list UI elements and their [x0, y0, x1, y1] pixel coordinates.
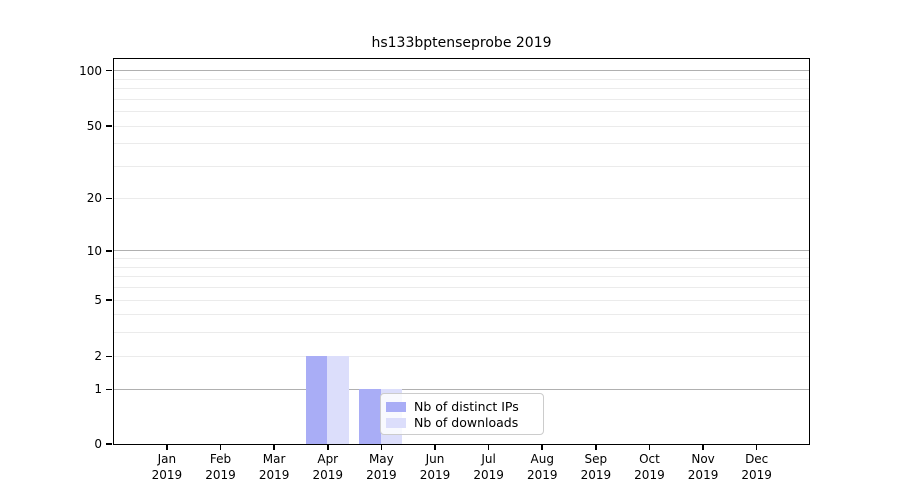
gridline-minor: [114, 258, 809, 260]
y-axis-tick: [106, 69, 112, 72]
gridline-minor: [114, 111, 809, 113]
gridline-minor: [114, 78, 809, 80]
x-axis-tick-label: Apr 2019: [312, 452, 344, 482]
y-axis-tick-label: 5: [94, 293, 102, 308]
plot-area: [113, 58, 810, 445]
legend-row-downloads: Nb of downloads: [386, 415, 535, 430]
gridline-minor: [114, 88, 809, 90]
gridline-minor: [114, 276, 809, 278]
y-axis-tick-label: 10: [86, 243, 102, 258]
gridline-major: [114, 70, 809, 72]
legend: Nb of distinct IPs Nb of downloads: [380, 393, 544, 435]
y-axis-tick: [106, 388, 112, 391]
x-axis-tick-label: Feb 2019: [205, 452, 236, 482]
x-axis-tick-label: Dec 2019: [741, 452, 772, 482]
gridline-minor: [114, 98, 809, 100]
x-axis-tick: [648, 444, 651, 450]
gridline-minor: [114, 355, 809, 357]
legend-swatch-distinct-ips-icon: [386, 401, 406, 412]
bar-nb-of-downloads: [327, 356, 349, 444]
gridline-minor: [114, 166, 809, 168]
x-axis-tick-label: Aug 2019: [526, 452, 558, 482]
x-axis-tick-label: Jun 2019: [419, 452, 451, 482]
x-axis-tick: [702, 444, 704, 450]
y-axis-tick: [106, 355, 112, 358]
y-axis-tick-label: 2: [94, 349, 102, 364]
y-axis-tick: [106, 125, 112, 127]
x-axis-tick-label: Mar 2019: [258, 452, 290, 482]
gridline-minor: [114, 266, 809, 268]
x-axis-tick: [487, 444, 490, 450]
x-axis-tick: [755, 444, 758, 450]
x-axis-tick-label: Nov 2019: [687, 452, 719, 482]
gridline-minor: [114, 143, 809, 145]
chart-title: hs133bptenseprobe 2019: [371, 35, 552, 51]
gridline-minor: [114, 314, 809, 316]
y-axis-tick: [106, 197, 112, 200]
bar-nb-of-distinct-ips: [359, 389, 381, 444]
gridline-minor: [114, 332, 809, 334]
legend-label-downloads: Nb of downloads: [414, 415, 519, 430]
x-axis-tick: [327, 444, 329, 450]
legend-label-distinct-ips: Nb of distinct IPs: [414, 399, 519, 414]
legend-swatch-downloads-icon: [386, 417, 406, 428]
x-axis-tick: [595, 444, 597, 450]
y-axis-tick-label: 100: [79, 63, 102, 78]
x-axis-tick: [380, 444, 383, 450]
x-axis-tick: [434, 444, 436, 450]
gridline-major: [114, 388, 809, 390]
x-axis-tick-label: Jul 2019: [473, 452, 504, 482]
x-axis-tick: [166, 444, 168, 450]
gridline-minor: [114, 125, 809, 127]
gridline-minor: [114, 299, 809, 301]
y-axis-tick: [106, 250, 112, 252]
y-axis-tick-label: 50: [86, 119, 102, 134]
gridline-minor: [114, 287, 809, 289]
x-axis-tick-label: Oct 2019: [634, 452, 665, 482]
x-axis-tick-label: Sep 2019: [580, 452, 612, 482]
y-axis-tick: [106, 443, 112, 445]
y-axis-tick: [106, 299, 112, 301]
bar-nb-of-distinct-ips: [305, 356, 328, 444]
gridline-major: [114, 250, 809, 252]
y-axis-tick-label: 1: [94, 382, 102, 397]
gridline-minor: [114, 197, 809, 199]
x-axis-tick-label: Jan 2019: [151, 452, 183, 482]
x-axis-tick: [219, 444, 222, 450]
x-axis-tick: [541, 444, 543, 450]
x-axis-tick: [273, 444, 275, 450]
y-axis-tick-label: 0: [94, 437, 102, 451]
x-axis-tick-label: May 2019: [366, 452, 397, 482]
y-axis-tick-label: 20: [86, 191, 102, 206]
legend-row-distinct-ips: Nb of distinct IPs: [386, 399, 535, 414]
